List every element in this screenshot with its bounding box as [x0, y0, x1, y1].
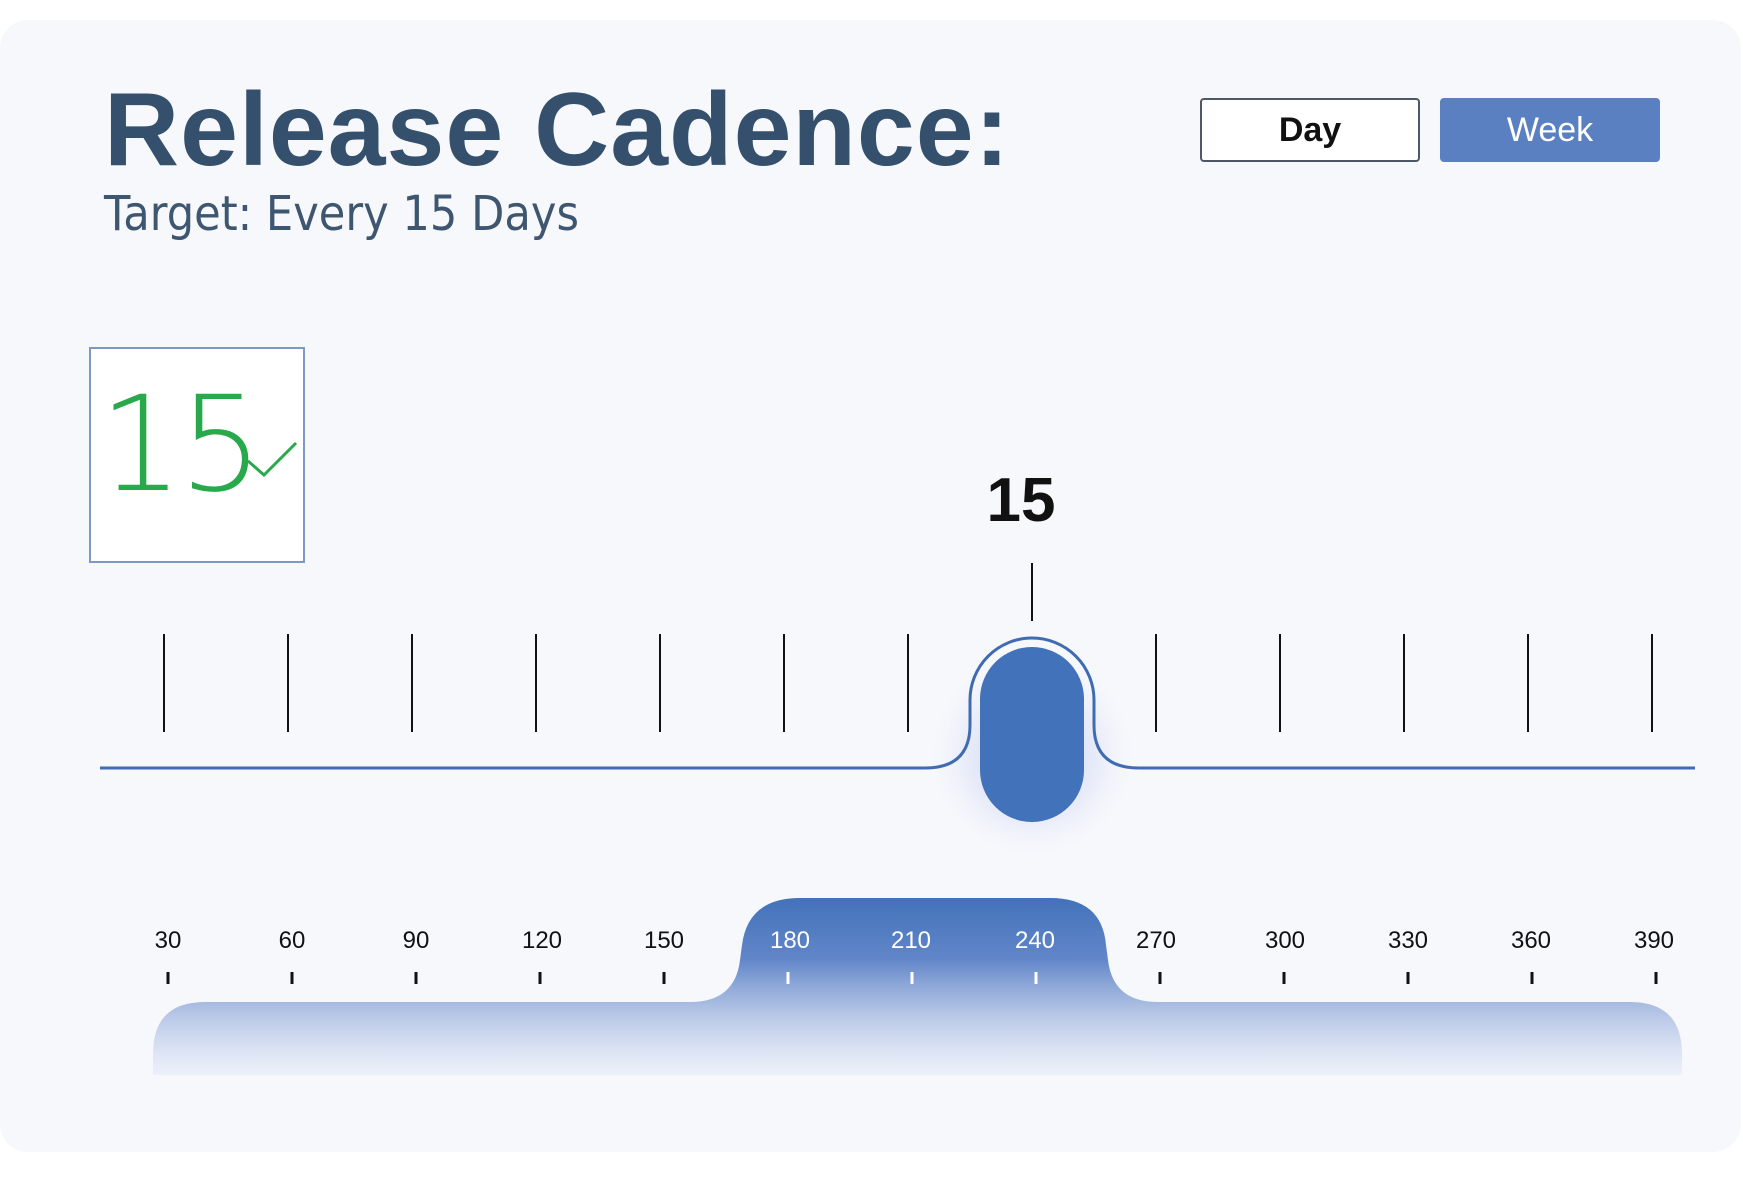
scale-label-highlighted[interactable]: 210	[891, 927, 931, 954]
slider-ticks	[163, 634, 1653, 732]
scale-label[interactable]: 270	[1136, 927, 1176, 954]
scale-label[interactable]: 60	[279, 927, 306, 954]
scale-label[interactable]: 390	[1634, 927, 1674, 954]
scale-label[interactable]: 360	[1511, 927, 1551, 954]
day-toggle-button[interactable]: Day	[1200, 98, 1420, 162]
check-icon	[247, 441, 298, 478]
scale-label-highlighted[interactable]: 180	[770, 927, 810, 954]
range-band[interactable]	[153, 898, 1682, 1075]
scale-label[interactable]: 300	[1265, 927, 1305, 954]
scale-label[interactable]: 150	[644, 927, 684, 954]
target-subtitle: Target: Every 15 Days	[104, 186, 579, 242]
value-display-box[interactable]: 15	[89, 347, 305, 563]
scale-label-highlighted[interactable]: 240	[1015, 927, 1055, 954]
scale-label[interactable]: 330	[1388, 927, 1428, 954]
cadence-slider[interactable]: 15 30 60 90 120 150	[0, 20, 1741, 1152]
release-cadence-card: Release Cadence: Target: Every 15 Days D…	[0, 20, 1741, 1152]
slider-track	[100, 636, 1695, 770]
scale-labels: 30 60 90 120 150 180 210 240 270 300 330…	[155, 927, 1674, 954]
week-toggle-button[interactable]: Week	[1440, 98, 1660, 162]
slider-thumb[interactable]	[980, 647, 1084, 822]
pointer-value-label: 15	[987, 466, 1056, 535]
scale-ticks	[166, 972, 1658, 984]
scale-label[interactable]: 30	[155, 927, 182, 954]
page-title: Release Cadence:	[104, 72, 1011, 188]
scale-label[interactable]: 90	[403, 927, 430, 954]
value-display-number: 15	[99, 368, 263, 522]
scale-label[interactable]: 120	[522, 927, 562, 954]
